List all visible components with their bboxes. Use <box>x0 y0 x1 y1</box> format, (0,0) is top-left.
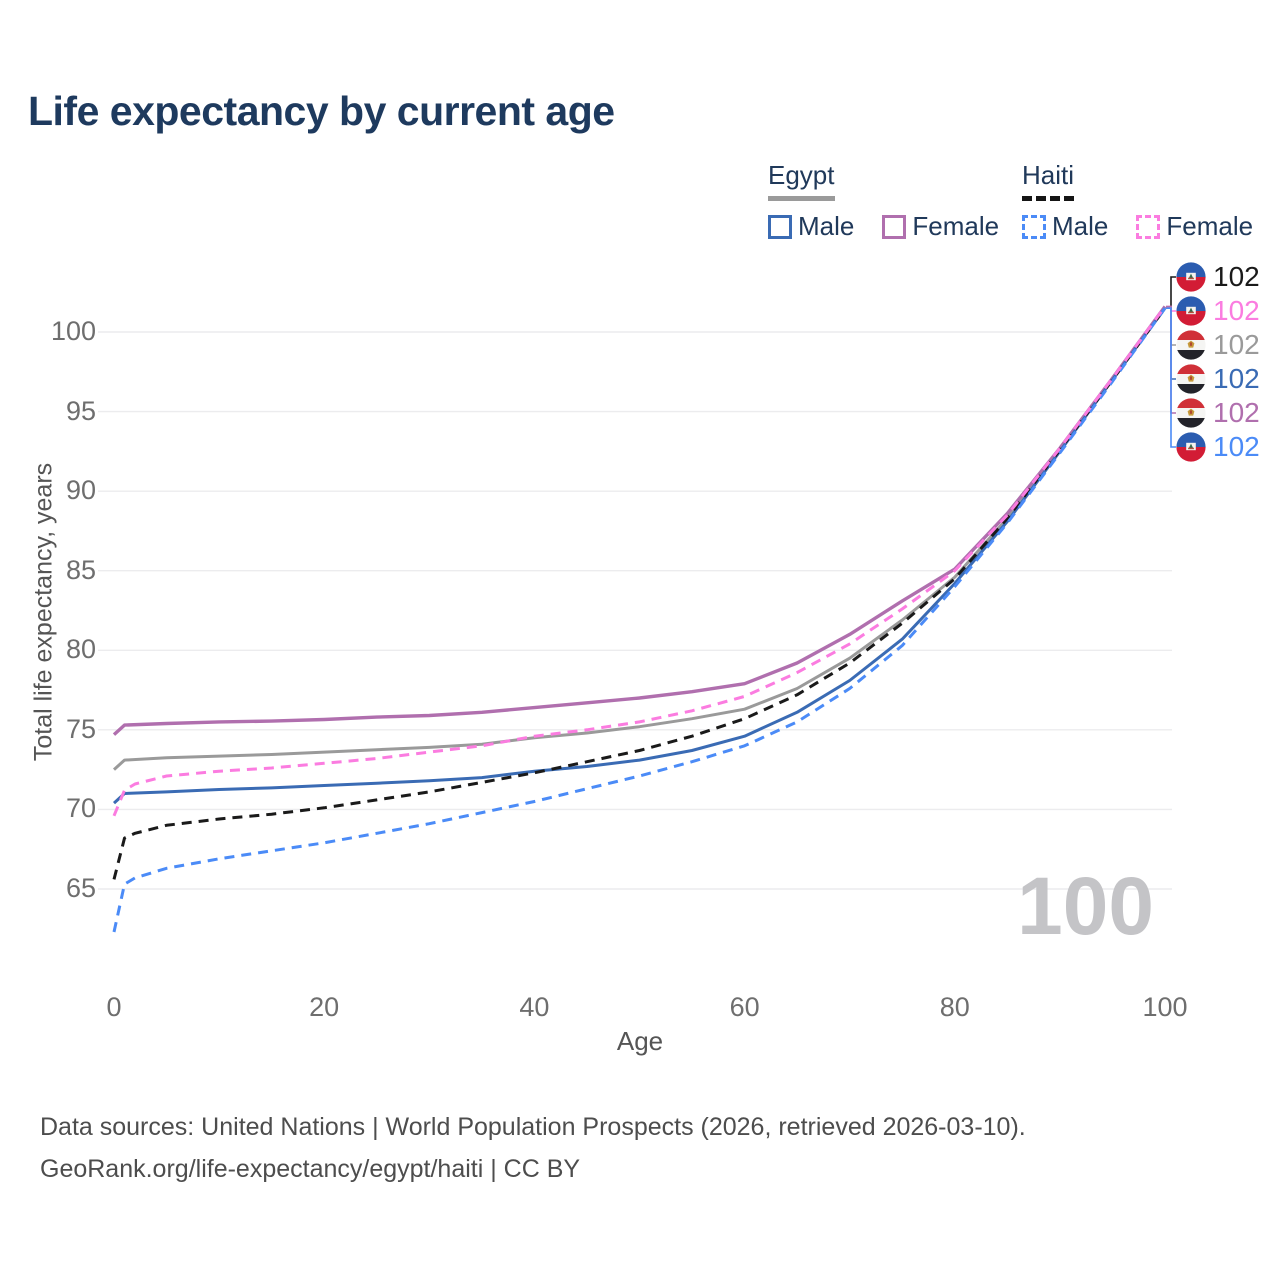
legend-group-egypt: Egypt Male Female <box>768 160 999 242</box>
x-tick-label-80: 80 <box>939 992 970 1022</box>
haiti-flag-icon <box>1176 432 1206 462</box>
egypt-female-swatch-icon <box>882 214 907 239</box>
y-tick-label-100: 100 <box>50 316 96 346</box>
end-value-egypt_male: 102 <box>1213 363 1260 394</box>
x-tick-label-100: 100 <box>1142 992 1188 1022</box>
legend-item-egypt-male[interactable]: Male <box>768 211 854 242</box>
end-value-egypt_both: 102 <box>1213 329 1260 360</box>
footer-data-sources: Data sources: United Nations | World Pop… <box>40 1113 1026 1141</box>
x-tick-label-60: 60 <box>729 992 760 1022</box>
egypt-flag-icon <box>1176 398 1206 428</box>
legend-item-haiti-male[interactable]: Male <box>1022 211 1108 242</box>
age-counter-watermark: 100 <box>1017 861 1154 952</box>
x-tick-label-20: 20 <box>309 992 340 1022</box>
y-axis-title: Total life expectancy, years <box>29 462 58 762</box>
footer: Data sources: United Nations | World Pop… <box>40 1106 1026 1190</box>
leader-line-haiti_male <box>1166 307 1176 448</box>
end-label-row-egypt_both: 102 <box>1176 328 1260 362</box>
series-line-haiti_male <box>112 307 1167 933</box>
x-axis-title: Age <box>616 1026 664 1056</box>
end-label-row-egypt_male: 102 <box>1176 362 1260 396</box>
legend-item-egypt-female[interactable]: Female <box>882 211 999 242</box>
legend-title-haiti: Haiti <box>1022 160 1075 201</box>
legend-label-haiti-male: Male <box>1052 211 1109 241</box>
egypt-male-swatch-icon <box>768 214 792 239</box>
egypt-flag-icon <box>1176 364 1206 394</box>
end-value-haiti_both: 102 <box>1213 261 1260 292</box>
y-tick-label-95: 95 <box>65 395 96 426</box>
footer-attribution: GeoRank.org/life-expectancy/egypt/haiti … <box>40 1155 581 1183</box>
series-line-haiti_both <box>112 307 1167 880</box>
end-value-egypt_female: 102 <box>1213 397 1260 428</box>
legend-items-haiti: Male Female <box>1022 211 1253 242</box>
y-tick-label-85: 85 <box>65 554 96 585</box>
end-label-row-haiti_female: 102 <box>1176 294 1260 328</box>
series-line-haiti_female <box>112 305 1167 817</box>
y-tick-label-90: 90 <box>65 475 96 506</box>
x-tick-label-40: 40 <box>519 992 550 1022</box>
haiti-female-swatch-icon <box>1136 214 1161 239</box>
legend-item-haiti-female[interactable]: Female <box>1136 211 1253 242</box>
y-tick-label-75: 75 <box>65 713 96 744</box>
series-line-egypt_male <box>112 307 1167 805</box>
chart-title: Life expectancy by current age <box>28 88 615 134</box>
y-tick-label-65: 65 <box>65 872 96 903</box>
legend-items-egypt: Male Female <box>768 211 999 242</box>
haiti-flag-icon <box>1176 262 1206 292</box>
end-value-haiti_male: 102 <box>1213 431 1260 462</box>
end-label-row-haiti_male: 102 <box>1176 430 1260 464</box>
legend-label-egypt-male: Male <box>798 211 855 241</box>
haiti-flag-icon <box>1176 296 1206 326</box>
y-tick-label-70: 70 <box>65 793 96 824</box>
egypt-flag-icon <box>1176 330 1206 360</box>
series-line-egypt_both <box>112 307 1167 771</box>
end-value-haiti_female: 102 <box>1213 295 1260 326</box>
x-tick-label-0: 0 <box>106 992 122 1022</box>
legend-group-haiti: Haiti Male Female <box>1022 160 1253 242</box>
legend-label-egypt-female: Female <box>912 211 1000 241</box>
end-label-row-haiti_both: 102 <box>1176 260 1260 294</box>
haiti-male-swatch-icon <box>1022 214 1046 239</box>
y-tick-label-80: 80 <box>65 634 96 665</box>
legend-title-egypt: Egypt <box>768 160 835 201</box>
legend-label-haiti-female: Female <box>1166 211 1254 241</box>
end-label-row-egypt_female: 102 <box>1176 396 1260 430</box>
leader-line-haiti_both <box>1166 276 1176 309</box>
